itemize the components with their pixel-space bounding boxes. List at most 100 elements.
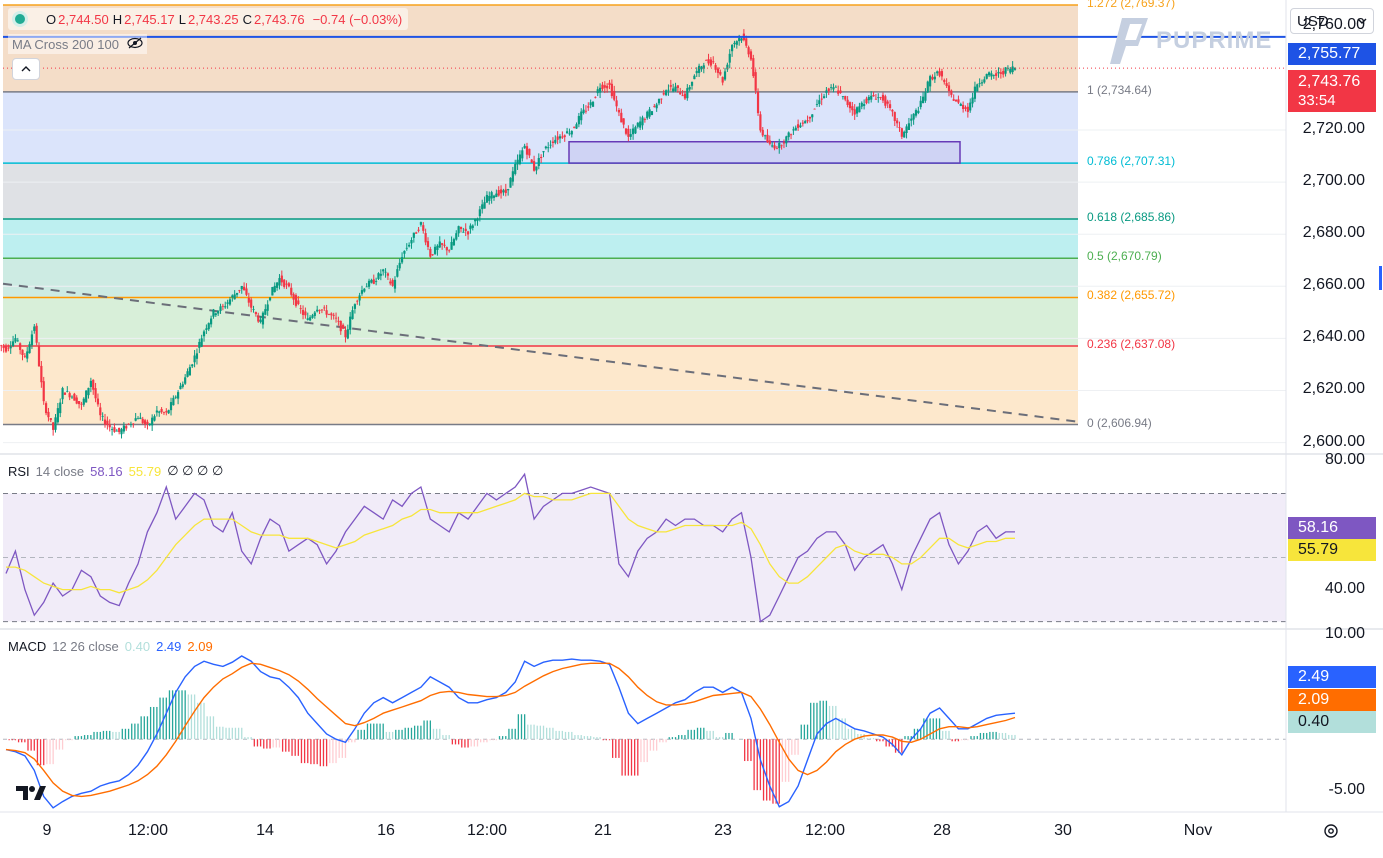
candle-body	[689, 87, 691, 89]
candle-body	[894, 112, 896, 121]
candle-body	[283, 280, 285, 287]
candle-body	[946, 83, 948, 86]
candle-body	[476, 219, 478, 221]
market-status-icon[interactable]	[12, 11, 28, 27]
candle-body	[347, 329, 349, 338]
open-value: 2,744.50	[58, 12, 109, 27]
hidden-eye-icon[interactable]	[127, 37, 143, 52]
candle-body	[573, 127, 575, 128]
candle-body	[858, 106, 860, 112]
rsi-legend[interactable]: RSI 14 close 58.16 55.79 ∅ ∅ ∅ ∅	[8, 462, 229, 480]
candle-body	[512, 171, 514, 181]
candle-body	[66, 391, 68, 392]
candle-body	[950, 91, 952, 95]
fibonacci-zones	[3, 5, 1078, 425]
candle-body	[931, 77, 933, 79]
candle-body	[521, 150, 523, 158]
candle-body	[59, 403, 61, 414]
candle-body	[293, 294, 295, 299]
candle-body	[597, 89, 599, 93]
tradingview-logo-icon[interactable]	[16, 784, 46, 802]
candle-body	[901, 128, 903, 137]
candle-body	[389, 282, 391, 284]
candle-body	[486, 195, 488, 203]
candle-body	[158, 411, 160, 412]
ma-cross-legend[interactable]: MA Cross 200 100	[8, 34, 147, 54]
candle-body	[759, 114, 761, 130]
time-tick-label: 12:00	[467, 822, 507, 840]
candle-body	[981, 82, 983, 83]
candle-body	[674, 87, 676, 92]
candle-body	[839, 91, 841, 93]
candle-body	[243, 287, 245, 290]
axis-scroll-marker[interactable]	[1379, 266, 1382, 290]
candle-body	[267, 304, 269, 310]
candle-body	[222, 306, 224, 307]
candle-body	[278, 278, 280, 285]
candle-body	[43, 381, 45, 401]
candle-body	[354, 304, 356, 309]
candle-body	[757, 92, 759, 113]
collapse-legend-button[interactable]	[12, 58, 40, 80]
candle-body	[797, 124, 799, 128]
time-tick-label: 12:00	[128, 822, 168, 840]
candle-body	[637, 123, 639, 127]
candle-body	[427, 241, 429, 247]
candle-body	[12, 341, 14, 346]
candle-body	[514, 164, 516, 174]
candle-body	[971, 98, 973, 104]
candle-body	[766, 135, 768, 142]
candle-body	[453, 239, 455, 245]
candle-body	[667, 90, 669, 91]
support-zone-box	[569, 142, 960, 163]
macd-tick-label: 10.00	[1325, 625, 1365, 643]
fib-level-label: 0.382 (2,655.72)	[1087, 288, 1175, 302]
candle-body	[467, 231, 469, 234]
candle-body	[825, 90, 827, 92]
time-tick-label: 21	[594, 822, 612, 840]
candle-body	[250, 300, 252, 308]
macd-legend[interactable]: MACD 12 26 close 0.40 2.49 2.09	[8, 637, 219, 655]
candle-body	[125, 426, 127, 428]
candle-body	[844, 96, 846, 100]
candle-body	[420, 222, 422, 225]
candle-body	[755, 72, 757, 91]
candle-body	[620, 113, 622, 123]
candle-body	[875, 99, 877, 100]
candle-body	[326, 310, 328, 314]
candle-body	[891, 110, 893, 112]
candle-body	[814, 109, 816, 110]
candle-body	[745, 38, 747, 45]
candle-body	[429, 249, 431, 257]
candle-body	[524, 146, 526, 148]
candle-body	[123, 426, 125, 432]
candle-body	[957, 99, 959, 102]
candle-body	[594, 97, 596, 98]
candle-body	[342, 325, 344, 329]
candle-body	[502, 190, 504, 192]
candle-body	[861, 103, 863, 107]
candle-body	[604, 85, 606, 88]
candle-body	[236, 293, 238, 295]
candle-body	[788, 132, 790, 137]
candle-body	[146, 422, 148, 424]
candle-body	[135, 418, 137, 421]
candle-body	[806, 120, 808, 121]
candle-body	[170, 402, 172, 410]
candle-body	[639, 121, 641, 127]
candle-body	[1004, 67, 1006, 73]
support-zone	[569, 142, 960, 163]
candle-body	[104, 420, 106, 425]
candle-body	[677, 85, 679, 88]
candle-body	[898, 127, 900, 128]
candle-body	[469, 226, 471, 230]
settings-gear-icon[interactable]	[1322, 822, 1340, 840]
countdown-value: 33:54	[1298, 91, 1336, 110]
fib-zone	[3, 258, 1078, 297]
candle-body	[847, 100, 849, 105]
candle-body	[943, 80, 945, 82]
candle-body	[198, 342, 200, 348]
candle-body	[686, 88, 688, 98]
